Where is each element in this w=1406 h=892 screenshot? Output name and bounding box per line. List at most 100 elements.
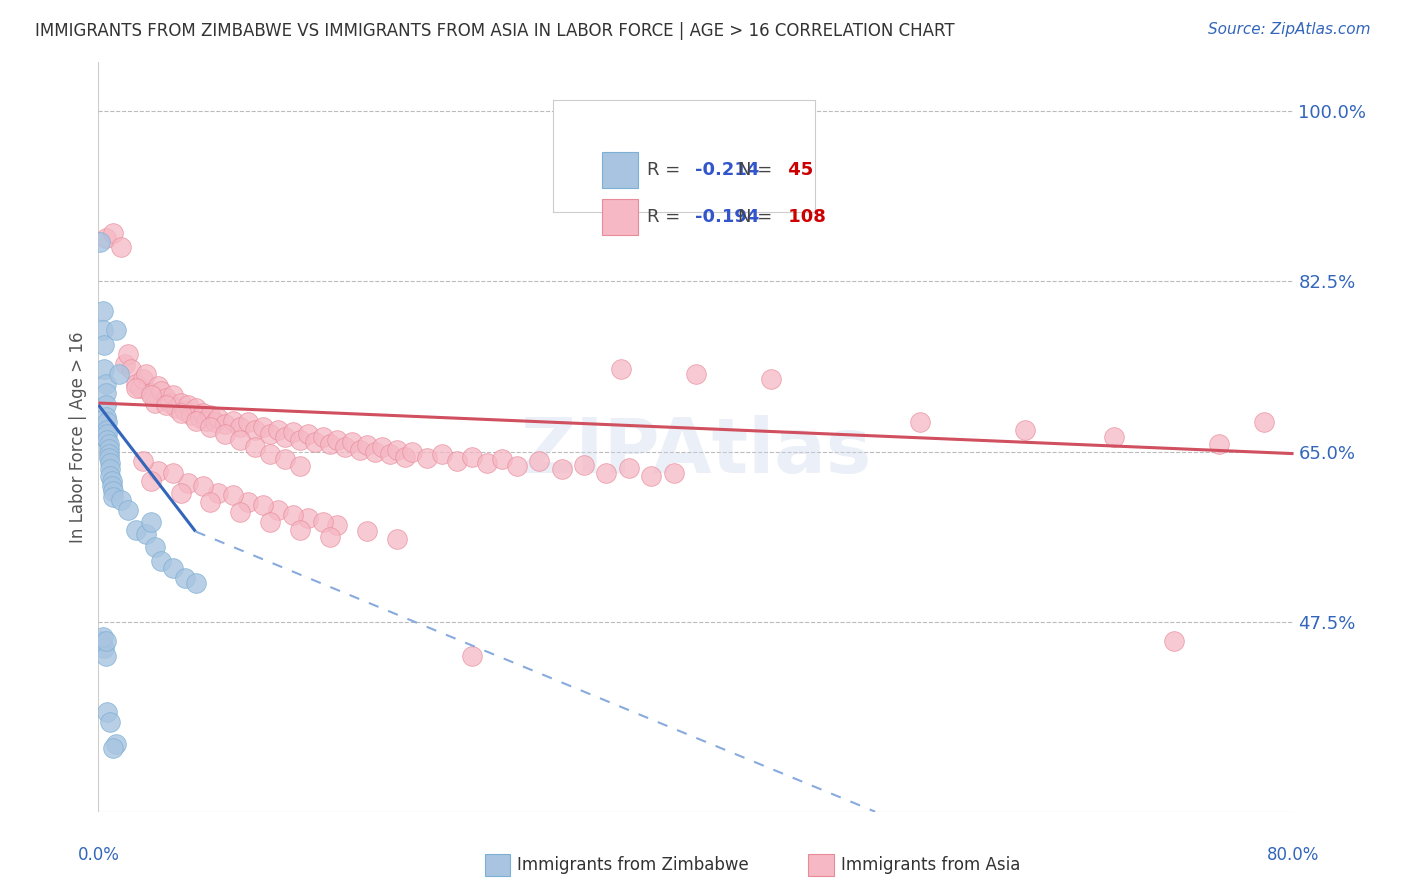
Point [155, 391, 177, 405]
Point [550, 462, 572, 476]
Point [169, 396, 191, 410]
Point [180, 408, 202, 422]
Point [491, 452, 513, 467]
Point [252, 498, 274, 512]
Text: N =: N = [738, 161, 779, 179]
Point [96, 427, 118, 442]
Point [195, 413, 218, 427]
Point [184, 401, 207, 415]
Point [259, 427, 281, 442]
Point [91, 630, 114, 644]
Point [103, 491, 125, 505]
Point [177, 475, 200, 490]
Point [319, 437, 342, 451]
Text: 0.0%: 0.0% [77, 847, 120, 864]
Point [188, 410, 211, 425]
Point [162, 388, 184, 402]
Point [475, 456, 498, 470]
Point [222, 413, 245, 427]
Point [94, 634, 117, 648]
Point [259, 515, 281, 529]
Text: 80.0%: 80.0% [1267, 847, 1320, 864]
Point [93, 362, 115, 376]
Text: R =: R = [647, 161, 686, 179]
Point [245, 423, 267, 437]
Point [120, 362, 142, 376]
Point [908, 416, 931, 430]
Point [174, 404, 197, 418]
Point [184, 413, 207, 427]
Point [93, 641, 115, 656]
Point [97, 437, 120, 451]
Point [204, 416, 226, 430]
Point [267, 503, 290, 517]
Point [139, 388, 162, 402]
Point [416, 451, 439, 466]
Point [143, 396, 166, 410]
Point [288, 433, 311, 447]
Point [96, 423, 118, 437]
Point [461, 648, 484, 663]
Point [110, 240, 132, 254]
Point [150, 384, 173, 399]
Point [356, 438, 378, 452]
Point [214, 417, 236, 432]
Y-axis label: In Labor Force | Age > 16: In Labor Force | Age > 16 [69, 331, 87, 543]
Point [274, 430, 297, 444]
Point [165, 401, 187, 415]
Point [200, 495, 222, 509]
Text: N =: N = [738, 208, 779, 226]
Point [236, 495, 259, 509]
Point [97, 442, 120, 456]
Point [333, 440, 356, 454]
Point [207, 410, 229, 425]
Point [125, 523, 148, 537]
Point [759, 372, 782, 386]
Point [94, 409, 117, 424]
Point [98, 456, 122, 470]
Point [259, 447, 281, 461]
Text: Source: ZipAtlas.com: Source: ZipAtlas.com [1208, 22, 1371, 37]
Point [97, 447, 120, 461]
Point [110, 493, 132, 508]
Point [169, 485, 191, 500]
Point [617, 461, 640, 475]
Point [125, 381, 148, 395]
Point [135, 367, 157, 381]
Point [288, 523, 311, 537]
Point [191, 406, 214, 420]
Point [342, 434, 364, 449]
Point [101, 474, 124, 488]
Point [191, 479, 214, 493]
Point [143, 540, 166, 554]
Point [97, 451, 120, 466]
Point [304, 434, 326, 449]
Point [105, 323, 128, 337]
Point [96, 416, 118, 430]
Point [132, 454, 155, 468]
Point [103, 226, 125, 240]
Text: ZIPAtlas: ZIPAtlas [520, 415, 872, 489]
Point [572, 458, 595, 473]
Point [94, 386, 117, 401]
Point [527, 454, 550, 468]
Point [94, 230, 117, 244]
Point [117, 503, 139, 517]
Point [117, 347, 139, 361]
Point [1253, 416, 1275, 430]
Text: -0.214: -0.214 [696, 161, 759, 179]
Point [385, 442, 409, 457]
Point [105, 737, 128, 751]
Point [349, 442, 371, 457]
Point [125, 376, 148, 391]
Point [103, 483, 125, 498]
Point [394, 450, 416, 464]
Point [446, 454, 468, 468]
Point [150, 554, 173, 568]
Point [94, 648, 117, 663]
Point [103, 741, 125, 756]
Text: 45: 45 [782, 161, 813, 179]
Point [662, 466, 685, 480]
Point [162, 561, 184, 575]
Point [207, 485, 229, 500]
